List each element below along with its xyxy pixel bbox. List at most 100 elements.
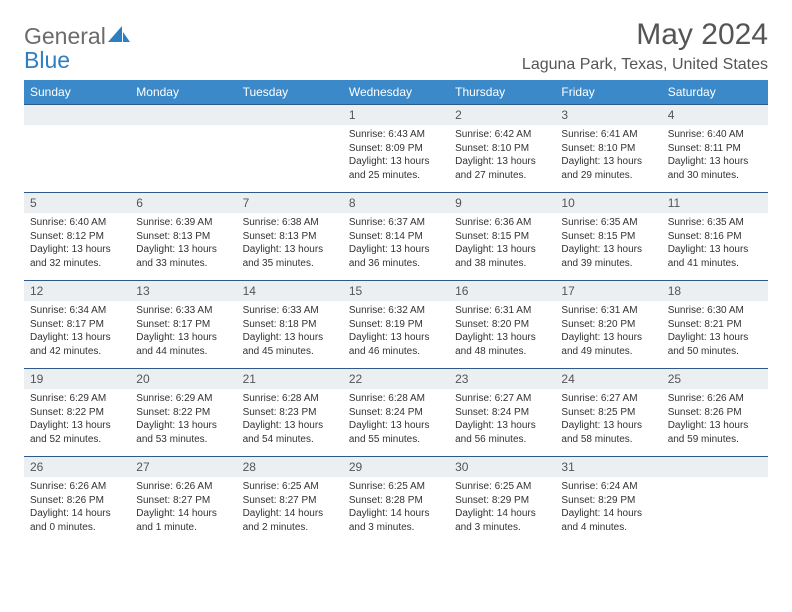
day-text: Sunrise: 6:41 AMSunset: 8:10 PMDaylight:…	[555, 125, 661, 186]
day-cell: 30Sunrise: 6:25 AMSunset: 8:29 PMDayligh…	[449, 457, 555, 545]
day-number: 18	[662, 281, 768, 301]
day-number: 31	[555, 457, 661, 477]
day-number: 23	[449, 369, 555, 389]
day-number: 27	[130, 457, 236, 477]
day-cell: 27Sunrise: 6:26 AMSunset: 8:27 PMDayligh…	[130, 457, 236, 545]
day-text: Sunrise: 6:25 AMSunset: 8:29 PMDaylight:…	[449, 477, 555, 538]
title-block: May 2024 Laguna Park, Texas, United Stat…	[522, 18, 768, 74]
day-number: 9	[449, 193, 555, 213]
day-cell: 11Sunrise: 6:35 AMSunset: 8:16 PMDayligh…	[662, 193, 768, 281]
day-text: Sunrise: 6:36 AMSunset: 8:15 PMDaylight:…	[449, 213, 555, 274]
day-cell: 25Sunrise: 6:26 AMSunset: 8:26 PMDayligh…	[662, 369, 768, 457]
day-text: Sunrise: 6:27 AMSunset: 8:25 PMDaylight:…	[555, 389, 661, 450]
day-text: Sunrise: 6:26 AMSunset: 8:27 PMDaylight:…	[130, 477, 236, 538]
day-number	[130, 105, 236, 125]
day-cell: 6Sunrise: 6:39 AMSunset: 8:13 PMDaylight…	[130, 193, 236, 281]
day-cell: 16Sunrise: 6:31 AMSunset: 8:20 PMDayligh…	[449, 281, 555, 369]
day-number: 8	[343, 193, 449, 213]
day-number: 21	[237, 369, 343, 389]
header-cell: Thursday	[449, 80, 555, 105]
month-title: May 2024	[522, 18, 768, 52]
day-text: Sunrise: 6:43 AMSunset: 8:09 PMDaylight:…	[343, 125, 449, 186]
day-number: 29	[343, 457, 449, 477]
day-number: 17	[555, 281, 661, 301]
day-cell: 2Sunrise: 6:42 AMSunset: 8:10 PMDaylight…	[449, 105, 555, 193]
day-text: Sunrise: 6:29 AMSunset: 8:22 PMDaylight:…	[24, 389, 130, 450]
day-text: Sunrise: 6:29 AMSunset: 8:22 PMDaylight:…	[130, 389, 236, 450]
day-text: Sunrise: 6:40 AMSunset: 8:11 PMDaylight:…	[662, 125, 768, 186]
day-text: Sunrise: 6:32 AMSunset: 8:19 PMDaylight:…	[343, 301, 449, 362]
day-cell: 17Sunrise: 6:31 AMSunset: 8:20 PMDayligh…	[555, 281, 661, 369]
day-text: Sunrise: 6:31 AMSunset: 8:20 PMDaylight:…	[555, 301, 661, 362]
day-number	[237, 105, 343, 125]
day-cell: 24Sunrise: 6:27 AMSunset: 8:25 PMDayligh…	[555, 369, 661, 457]
day-text: Sunrise: 6:39 AMSunset: 8:13 PMDaylight:…	[130, 213, 236, 274]
day-number: 3	[555, 105, 661, 125]
week-row: 5Sunrise: 6:40 AMSunset: 8:12 PMDaylight…	[24, 193, 768, 281]
day-number: 30	[449, 457, 555, 477]
day-number: 4	[662, 105, 768, 125]
header-cell: Wednesday	[343, 80, 449, 105]
day-cell: 20Sunrise: 6:29 AMSunset: 8:22 PMDayligh…	[130, 369, 236, 457]
day-number: 24	[555, 369, 661, 389]
day-cell: 21Sunrise: 6:28 AMSunset: 8:23 PMDayligh…	[237, 369, 343, 457]
day-text: Sunrise: 6:38 AMSunset: 8:13 PMDaylight:…	[237, 213, 343, 274]
day-number: 13	[130, 281, 236, 301]
day-text: Sunrise: 6:40 AMSunset: 8:12 PMDaylight:…	[24, 213, 130, 274]
day-number	[24, 105, 130, 125]
day-number: 2	[449, 105, 555, 125]
header-cell: Monday	[130, 80, 236, 105]
day-cell: 19Sunrise: 6:29 AMSunset: 8:22 PMDayligh…	[24, 369, 130, 457]
day-cell: 15Sunrise: 6:32 AMSunset: 8:19 PMDayligh…	[343, 281, 449, 369]
day-cell: 31Sunrise: 6:24 AMSunset: 8:29 PMDayligh…	[555, 457, 661, 545]
header-cell: Friday	[555, 80, 661, 105]
day-text: Sunrise: 6:25 AMSunset: 8:28 PMDaylight:…	[343, 477, 449, 538]
day-number: 20	[130, 369, 236, 389]
day-cell: 10Sunrise: 6:35 AMSunset: 8:15 PMDayligh…	[555, 193, 661, 281]
day-number: 26	[24, 457, 130, 477]
day-cell: 13Sunrise: 6:33 AMSunset: 8:17 PMDayligh…	[130, 281, 236, 369]
day-cell: 18Sunrise: 6:30 AMSunset: 8:21 PMDayligh…	[662, 281, 768, 369]
header-row: Sunday Monday Tuesday Wednesday Thursday…	[24, 80, 768, 105]
day-text: Sunrise: 6:37 AMSunset: 8:14 PMDaylight:…	[343, 213, 449, 274]
day-cell: 8Sunrise: 6:37 AMSunset: 8:14 PMDaylight…	[343, 193, 449, 281]
logo: GeneralBlue	[24, 18, 130, 72]
header: GeneralBlue May 2024 Laguna Park, Texas,…	[24, 18, 768, 74]
day-number	[662, 457, 768, 477]
day-cell	[24, 105, 130, 193]
logo-word2: Blue	[24, 48, 130, 72]
day-cell	[662, 457, 768, 545]
day-cell: 28Sunrise: 6:25 AMSunset: 8:27 PMDayligh…	[237, 457, 343, 545]
day-cell: 23Sunrise: 6:27 AMSunset: 8:24 PMDayligh…	[449, 369, 555, 457]
day-number: 10	[555, 193, 661, 213]
day-text: Sunrise: 6:33 AMSunset: 8:17 PMDaylight:…	[130, 301, 236, 362]
header-cell: Saturday	[662, 80, 768, 105]
day-text: Sunrise: 6:42 AMSunset: 8:10 PMDaylight:…	[449, 125, 555, 186]
day-cell: 4Sunrise: 6:40 AMSunset: 8:11 PMDaylight…	[662, 105, 768, 193]
day-cell: 14Sunrise: 6:33 AMSunset: 8:18 PMDayligh…	[237, 281, 343, 369]
day-cell: 3Sunrise: 6:41 AMSunset: 8:10 PMDaylight…	[555, 105, 661, 193]
day-text: Sunrise: 6:27 AMSunset: 8:24 PMDaylight:…	[449, 389, 555, 450]
day-cell: 9Sunrise: 6:36 AMSunset: 8:15 PMDaylight…	[449, 193, 555, 281]
day-number: 22	[343, 369, 449, 389]
day-text: Sunrise: 6:25 AMSunset: 8:27 PMDaylight:…	[237, 477, 343, 538]
day-text: Sunrise: 6:31 AMSunset: 8:20 PMDaylight:…	[449, 301, 555, 362]
day-number: 25	[662, 369, 768, 389]
day-text: Sunrise: 6:30 AMSunset: 8:21 PMDaylight:…	[662, 301, 768, 362]
day-cell: 1Sunrise: 6:43 AMSunset: 8:09 PMDaylight…	[343, 105, 449, 193]
day-text: Sunrise: 6:35 AMSunset: 8:16 PMDaylight:…	[662, 213, 768, 274]
day-text: Sunrise: 6:35 AMSunset: 8:15 PMDaylight:…	[555, 213, 661, 274]
day-cell: 12Sunrise: 6:34 AMSunset: 8:17 PMDayligh…	[24, 281, 130, 369]
day-text: Sunrise: 6:34 AMSunset: 8:17 PMDaylight:…	[24, 301, 130, 362]
week-row: 1Sunrise: 6:43 AMSunset: 8:09 PMDaylight…	[24, 105, 768, 193]
header-cell: Tuesday	[237, 80, 343, 105]
day-number: 7	[237, 193, 343, 213]
logo-word1: General	[24, 24, 106, 48]
location: Laguna Park, Texas, United States	[522, 56, 768, 74]
day-number: 16	[449, 281, 555, 301]
day-cell: 26Sunrise: 6:26 AMSunset: 8:26 PMDayligh…	[24, 457, 130, 545]
day-number: 15	[343, 281, 449, 301]
day-cell: 7Sunrise: 6:38 AMSunset: 8:13 PMDaylight…	[237, 193, 343, 281]
day-number: 6	[130, 193, 236, 213]
day-cell: 29Sunrise: 6:25 AMSunset: 8:28 PMDayligh…	[343, 457, 449, 545]
